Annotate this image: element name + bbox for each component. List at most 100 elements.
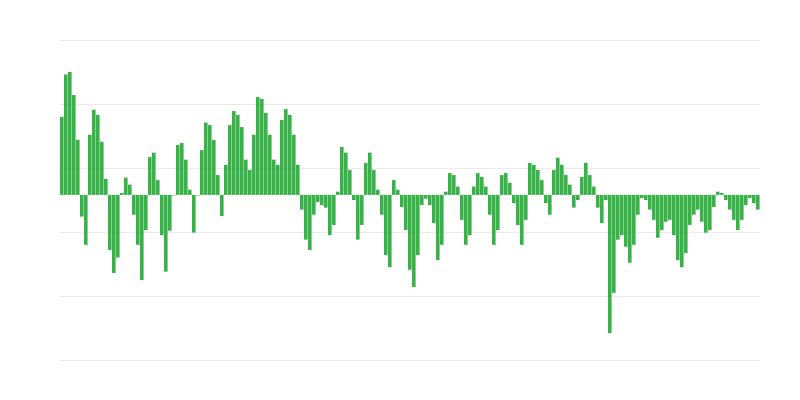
bar bbox=[216, 175, 220, 195]
bar bbox=[236, 114, 240, 195]
bar bbox=[164, 194, 168, 272]
bar bbox=[604, 194, 608, 200]
bar bbox=[684, 194, 688, 254]
bar bbox=[656, 194, 660, 238]
bar bbox=[384, 194, 388, 256]
bar bbox=[100, 141, 104, 195]
bar bbox=[172, 194, 176, 196]
bar bbox=[708, 194, 712, 231]
bar bbox=[316, 194, 320, 202]
bar bbox=[532, 164, 536, 195]
bar bbox=[640, 194, 644, 199]
bar bbox=[504, 173, 508, 195]
bar bbox=[720, 192, 724, 195]
bar bbox=[76, 139, 80, 195]
bar bbox=[380, 194, 384, 215]
bar bbox=[556, 157, 560, 195]
bar bbox=[728, 194, 732, 210]
bar bbox=[428, 194, 432, 206]
bar bbox=[688, 194, 692, 225]
bar bbox=[520, 194, 524, 245]
bar bbox=[288, 114, 292, 195]
bar bbox=[536, 169, 540, 195]
bar bbox=[332, 194, 336, 225]
bar bbox=[60, 116, 64, 195]
bar bbox=[596, 194, 600, 208]
bar bbox=[620, 194, 624, 236]
bar bbox=[484, 186, 488, 195]
bar bbox=[664, 194, 668, 222]
bar bbox=[108, 194, 112, 250]
bar bbox=[328, 194, 332, 236]
bar bbox=[184, 159, 188, 195]
bar bbox=[676, 194, 680, 261]
bar bbox=[224, 164, 228, 195]
bar bbox=[712, 194, 716, 208]
bar bbox=[756, 194, 760, 210]
bar bbox=[628, 194, 632, 263]
bar bbox=[180, 143, 184, 195]
bar bbox=[276, 164, 280, 195]
bar bbox=[280, 120, 284, 195]
bar bbox=[128, 184, 132, 195]
bar bbox=[212, 139, 216, 195]
bar bbox=[584, 162, 588, 195]
bar bbox=[156, 180, 160, 195]
bar bbox=[136, 194, 140, 245]
bar bbox=[324, 194, 328, 208]
bar bbox=[232, 111, 236, 195]
bar bbox=[248, 169, 252, 195]
bar bbox=[124, 177, 128, 195]
bar bbox=[292, 134, 296, 195]
bar bbox=[312, 194, 316, 215]
bar bbox=[360, 194, 364, 225]
bar bbox=[252, 134, 256, 195]
bar bbox=[300, 194, 304, 210]
bar bbox=[104, 178, 108, 195]
bar bbox=[644, 194, 648, 200]
bar bbox=[624, 194, 628, 247]
bar bbox=[696, 194, 700, 210]
bar bbox=[564, 175, 568, 195]
bar bbox=[600, 194, 604, 224]
bar bbox=[716, 191, 720, 195]
bar bbox=[744, 194, 748, 206]
bar bbox=[408, 194, 412, 270]
bar bbox=[116, 194, 120, 258]
bar bbox=[748, 194, 752, 199]
bars bbox=[60, 72, 760, 334]
bar bbox=[560, 164, 564, 195]
bar bbox=[492, 194, 496, 245]
bar bbox=[496, 194, 500, 231]
bar bbox=[588, 175, 592, 195]
bar bbox=[452, 175, 456, 195]
bar bbox=[192, 194, 196, 233]
bar bbox=[240, 127, 244, 195]
bar bbox=[544, 194, 548, 204]
bar bbox=[348, 169, 352, 195]
bar bbox=[420, 194, 424, 206]
bar bbox=[344, 152, 348, 195]
bar bbox=[144, 194, 148, 231]
bar bbox=[412, 194, 416, 288]
bar bbox=[436, 194, 440, 261]
bar bbox=[512, 194, 516, 204]
bar bbox=[88, 134, 92, 195]
bar bbox=[204, 122, 208, 195]
bar bbox=[752, 194, 756, 204]
bar bbox=[648, 194, 652, 210]
bar bbox=[160, 194, 164, 236]
bar bbox=[68, 72, 72, 195]
bar bbox=[736, 194, 740, 231]
bar bbox=[660, 194, 664, 231]
bar bbox=[488, 194, 492, 215]
bar bbox=[500, 175, 504, 195]
bar bbox=[652, 194, 656, 220]
bar bbox=[260, 98, 264, 195]
bar bbox=[244, 159, 248, 195]
bar bbox=[672, 194, 676, 236]
bar bbox=[72, 95, 76, 195]
bar bbox=[80, 194, 84, 217]
bar bbox=[200, 150, 204, 195]
